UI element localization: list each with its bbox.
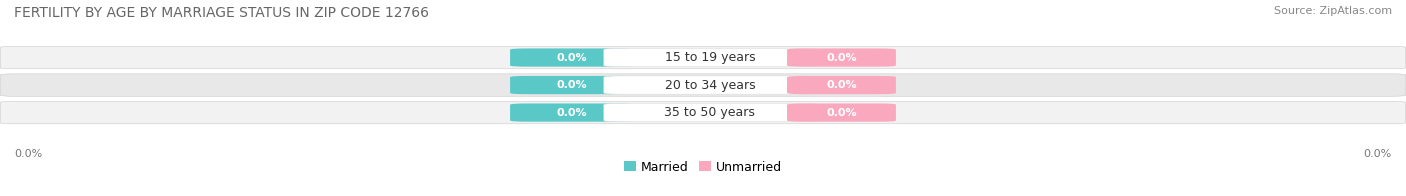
Text: 35 to 50 years: 35 to 50 years (665, 106, 755, 119)
FancyBboxPatch shape (603, 76, 815, 94)
Text: 15 to 19 years: 15 to 19 years (665, 51, 755, 64)
FancyBboxPatch shape (787, 48, 896, 67)
FancyBboxPatch shape (510, 76, 633, 94)
Text: Source: ZipAtlas.com: Source: ZipAtlas.com (1274, 6, 1392, 16)
FancyBboxPatch shape (510, 103, 633, 122)
FancyBboxPatch shape (0, 74, 1406, 96)
FancyBboxPatch shape (603, 103, 815, 122)
Text: 0.0%: 0.0% (1364, 149, 1392, 159)
Text: 0.0%: 0.0% (827, 53, 856, 63)
FancyBboxPatch shape (603, 48, 815, 67)
FancyBboxPatch shape (0, 101, 1406, 124)
Text: 0.0%: 0.0% (827, 80, 856, 90)
Text: 0.0%: 0.0% (557, 53, 586, 63)
FancyBboxPatch shape (787, 76, 896, 94)
FancyBboxPatch shape (510, 48, 633, 67)
Text: 0.0%: 0.0% (557, 108, 586, 118)
Text: 20 to 34 years: 20 to 34 years (665, 79, 755, 92)
Text: FERTILITY BY AGE BY MARRIAGE STATUS IN ZIP CODE 12766: FERTILITY BY AGE BY MARRIAGE STATUS IN Z… (14, 6, 429, 20)
FancyBboxPatch shape (0, 46, 1406, 69)
Text: 0.0%: 0.0% (827, 108, 856, 118)
Text: 0.0%: 0.0% (14, 149, 42, 159)
Legend: Married, Unmarried: Married, Unmarried (619, 155, 787, 179)
FancyBboxPatch shape (787, 103, 896, 122)
Text: 0.0%: 0.0% (557, 80, 586, 90)
